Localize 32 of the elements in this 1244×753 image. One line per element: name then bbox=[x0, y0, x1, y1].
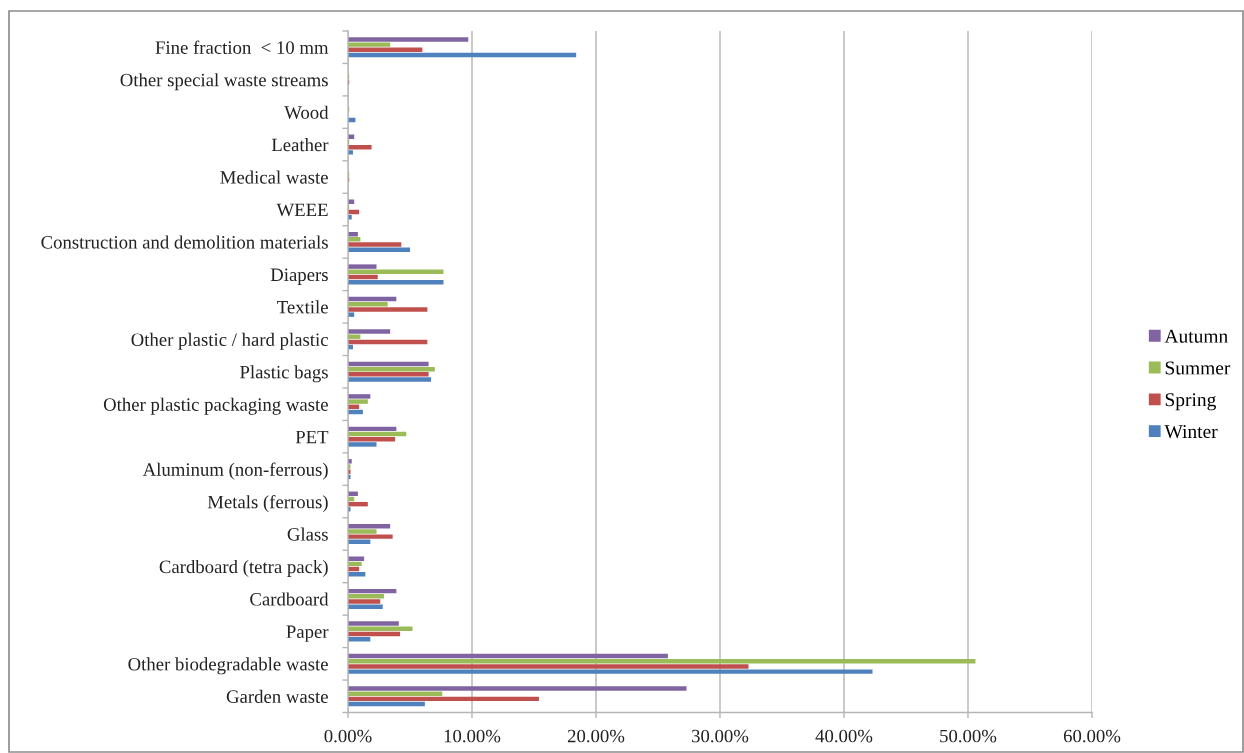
y-tick-label: Leather bbox=[271, 138, 329, 152]
y-tick-label: Other plastic / hard plastic bbox=[131, 332, 328, 350]
y-tick-label: Construction and demolition materials bbox=[41, 235, 328, 249]
y-tick-label: Glass bbox=[287, 527, 328, 541]
y-tick-label: Other plastic packaging waste bbox=[103, 397, 328, 415]
y-tick-label: Diapers bbox=[270, 268, 328, 285]
x-tick-label: 50.00% bbox=[940, 729, 997, 743]
y-tick-label: Plastic bags bbox=[240, 365, 328, 383]
x-tick-label: 60.00% bbox=[1063, 729, 1121, 743]
y-tick-label: Garden waste bbox=[226, 689, 328, 703]
y-tick-label: Other biodegradable waste bbox=[128, 657, 328, 675]
y-tick-label: WEEE bbox=[276, 203, 328, 217]
legend-label: Spring bbox=[1165, 393, 1216, 411]
x-tick-label: 10.00% bbox=[444, 729, 501, 743]
y-tick-label: Metals (ferrous) bbox=[207, 494, 328, 513]
y-tick-label: Fine fraction < 10 mm bbox=[155, 40, 329, 54]
y-tick-label: Wood bbox=[284, 105, 329, 119]
x-tick-label: 20.00% bbox=[567, 729, 625, 743]
y-tick-label: Aluminum (non-ferrous) bbox=[142, 462, 328, 480]
legend-label: Winter bbox=[1164, 425, 1218, 439]
y-tick-label: Medical waste bbox=[220, 170, 328, 184]
x-tick-label: 40.00% bbox=[815, 729, 873, 743]
y-tick-label: Cardboard (tetra pack) bbox=[159, 559, 328, 577]
y-tick-label: Other special waste streams bbox=[120, 73, 328, 91]
legend-label: Autumn bbox=[1164, 329, 1228, 343]
y-tick-label: Textile bbox=[277, 300, 328, 314]
x-tick-label: 30.00% bbox=[691, 729, 749, 743]
legend-label: Summer bbox=[1165, 361, 1231, 375]
x-tick-label: 0.00% bbox=[324, 729, 372, 743]
y-tick-label: PET bbox=[295, 430, 329, 444]
y-tick-label: Paper bbox=[286, 625, 329, 642]
y-tick-label: Cardboard bbox=[250, 592, 329, 606]
